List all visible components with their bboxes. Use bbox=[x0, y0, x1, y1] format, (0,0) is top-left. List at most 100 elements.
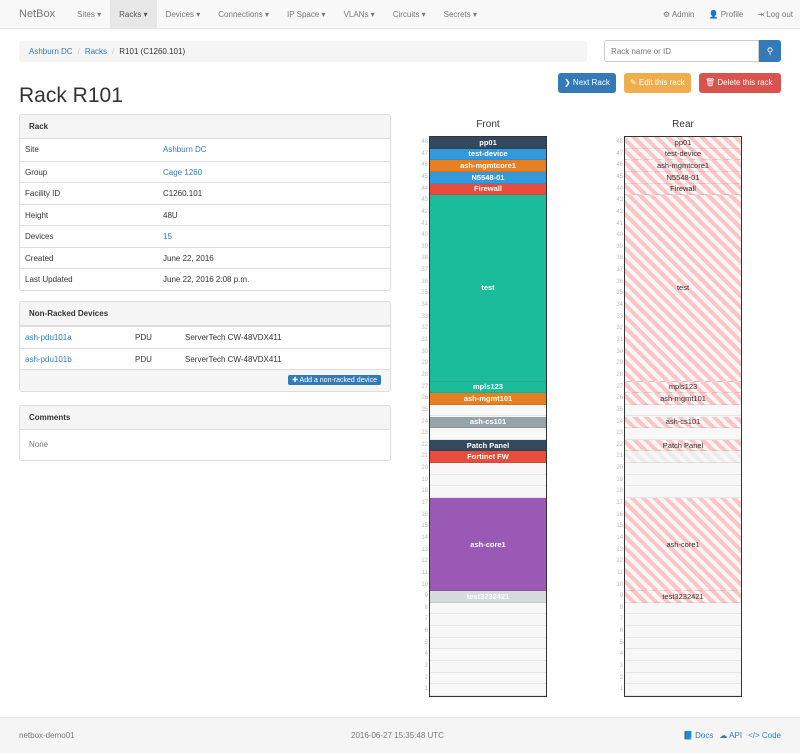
comments-panel: Comments None bbox=[19, 405, 391, 461]
brand[interactable]: NetBox bbox=[19, 8, 56, 20]
search-input[interactable] bbox=[604, 40, 759, 62]
rack-device[interactable] bbox=[625, 451, 741, 464]
rack-device[interactable]: ash-cs101 bbox=[430, 416, 546, 429]
rack-unit-slot[interactable] bbox=[430, 649, 546, 662]
rack-unit-slot[interactable] bbox=[430, 684, 546, 696]
rack-device[interactable]: N5548-01 bbox=[430, 171, 546, 184]
nav-sites[interactable]: Sites ▾ bbox=[77, 9, 102, 19]
rack-device[interactable]: ash-cs101 bbox=[625, 416, 741, 429]
nav-ip-space[interactable]: IP Space ▾ bbox=[287, 9, 326, 19]
rack-device[interactable]: Fortinet FW bbox=[430, 451, 546, 464]
unit-number: 3 bbox=[424, 663, 428, 670]
unit-number: 26 bbox=[421, 395, 428, 402]
device-label: ash-mgmtcore1 bbox=[656, 161, 710, 171]
field-value[interactable]: Ashburn DC bbox=[163, 145, 207, 154]
rack-unit-slot[interactable] bbox=[430, 626, 546, 638]
device-label: ash-cs101 bbox=[665, 417, 701, 427]
page-title: Rack R101 bbox=[19, 84, 123, 107]
device-link[interactable]: ash-pdu101b bbox=[25, 354, 72, 364]
rack-device[interactable]: test3232421 bbox=[625, 591, 741, 603]
rack-device[interactable]: ash-mgmt101 bbox=[625, 393, 741, 405]
rack-unit-slot[interactable] bbox=[430, 661, 546, 673]
rack-unit-slot[interactable] bbox=[430, 428, 546, 440]
edit-rack-button[interactable]: ✎ Edit this rack bbox=[624, 73, 691, 93]
rack-device[interactable]: ash-core1 bbox=[430, 498, 546, 592]
rack-device[interactable]: Patch Panel bbox=[625, 439, 741, 452]
nav-profile[interactable]: 👤 Profile bbox=[708, 10, 744, 19]
rack-unit-slot[interactable] bbox=[430, 638, 546, 650]
next-rack-button[interactable]: ❯ Next Rack bbox=[558, 73, 616, 93]
field-value[interactable]: Cage 1260 bbox=[163, 167, 203, 177]
breadcrumb-racks[interactable]: Racks bbox=[84, 47, 108, 56]
rack-unit-slot[interactable] bbox=[625, 684, 741, 696]
rack-unit-slot[interactable] bbox=[625, 475, 741, 487]
field-value[interactable]: 15 bbox=[163, 232, 172, 241]
rack-device[interactable]: ash-mgmtcore1 bbox=[430, 160, 546, 172]
rack-panel: Rack Site Ashburn DC Group Cage 1260 Facilit… bbox=[19, 114, 391, 291]
rack-unit-slot[interactable] bbox=[430, 603, 546, 615]
api-link[interactable]: ☁ API bbox=[719, 731, 743, 740]
breadcrumb-site[interactable]: Ashburn DC bbox=[29, 47, 73, 56]
nav-logout[interactable]: ⇥ Log out bbox=[757, 10, 793, 19]
rack-device[interactable]: pp01 bbox=[625, 137, 741, 149]
unit-number: 43 bbox=[616, 197, 623, 204]
unit-number: 8 bbox=[424, 604, 428, 611]
rack-device[interactable]: Firewall bbox=[625, 183, 741, 196]
front-title: Front bbox=[476, 119, 500, 130]
navbar: NetBox Sites ▾ Racks ▾ Devices ▾ Connect… bbox=[0, 0, 800, 29]
rack-unit-slot[interactable] bbox=[625, 614, 741, 627]
rack-device[interactable]: ash-core1 bbox=[625, 498, 741, 592]
add-non-racked-device-button[interactable]: ✚ Add a non-racked device bbox=[288, 375, 381, 385]
nav-circuits[interactable]: Circuits ▾ bbox=[392, 9, 426, 19]
rack-unit-slot[interactable] bbox=[625, 428, 741, 440]
rack-device[interactable]: pp01 bbox=[430, 137, 546, 149]
nav-connections[interactable]: Connections ▾ bbox=[218, 9, 269, 19]
rack-device[interactable]: test3232421 bbox=[430, 591, 546, 603]
unit-number: 21 bbox=[421, 453, 428, 460]
rack-device[interactable]: N5548-01 bbox=[625, 171, 741, 184]
rack-unit-slot[interactable] bbox=[625, 673, 741, 685]
delete-rack-button[interactable]: 🗑 Delete this rack bbox=[699, 73, 781, 93]
nav-devices[interactable]: Devices ▾ bbox=[165, 9, 201, 19]
rack-unit-slot[interactable] bbox=[625, 661, 741, 673]
rack-unit-slot[interactable] bbox=[625, 638, 741, 650]
unit-number: 44 bbox=[421, 185, 428, 192]
rack-device[interactable]: Patch Panel bbox=[430, 439, 546, 452]
rack-unit-slot[interactable] bbox=[625, 463, 741, 475]
rack-unit-slot[interactable] bbox=[430, 673, 546, 685]
device-link[interactable]: ash-pdu101a bbox=[25, 333, 72, 342]
nav-vlans[interactable]: VLANs ▾ bbox=[343, 9, 375, 19]
code-link[interactable]: </> Code bbox=[748, 731, 781, 740]
rack-unit-slot[interactable] bbox=[625, 603, 741, 615]
nav-admin[interactable]: ⚙ Admin bbox=[662, 10, 695, 19]
panel-heading: Non-Racked Devices bbox=[20, 302, 390, 326]
rack-device[interactable]: ash-mgmt101 bbox=[430, 393, 546, 405]
search-button[interactable]: ⚲ bbox=[759, 40, 781, 62]
unit-number: 11 bbox=[616, 569, 623, 576]
device-label: ash-mgmt101 bbox=[463, 394, 513, 404]
nav-racks[interactable]: Racks ▾ bbox=[110, 0, 157, 29]
rack-unit-slot[interactable] bbox=[625, 649, 741, 662]
rack-device[interactable]: test bbox=[625, 195, 741, 382]
rack-device[interactable]: mpls123 bbox=[625, 381, 741, 394]
rack-device[interactable]: test-device bbox=[430, 148, 546, 161]
docs-link[interactable]: 📘 Docs bbox=[682, 731, 714, 740]
rack-unit-slot[interactable] bbox=[430, 475, 546, 487]
rack-device[interactable]: test bbox=[430, 195, 546, 382]
rack-unit-slot[interactable] bbox=[430, 486, 546, 499]
rack-unit-slot[interactable] bbox=[430, 463, 546, 475]
unit-number: 1 bbox=[424, 686, 428, 693]
rack-device[interactable]: mpls123 bbox=[430, 381, 546, 394]
rack-unit-slot[interactable] bbox=[625, 486, 741, 499]
rack-unit-slot[interactable] bbox=[430, 405, 546, 417]
device-label: ash-cs101 bbox=[469, 417, 507, 427]
table-row: Devices 15 bbox=[20, 225, 390, 247]
rack-device[interactable]: Firewall bbox=[430, 183, 546, 196]
rack-unit-slot[interactable] bbox=[430, 614, 546, 627]
rack-device[interactable]: ash-mgmtcore1 bbox=[625, 160, 741, 172]
rack-unit-slot[interactable] bbox=[625, 405, 741, 417]
device-label: N5548-01 bbox=[666, 172, 700, 182]
rack-device[interactable]: test-device bbox=[625, 148, 741, 161]
nav-secrets[interactable]: Secrets ▾ bbox=[443, 9, 477, 19]
rack-unit-slot[interactable] bbox=[625, 626, 741, 638]
